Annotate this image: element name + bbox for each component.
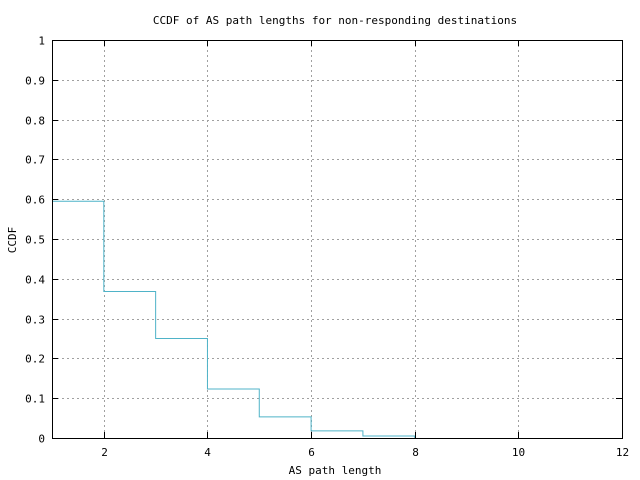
y-tick-label: 1 — [38, 35, 45, 48]
ccdf-step-line — [52, 200, 416, 438]
grid-lines — [52, 40, 622, 438]
y-tick-label: 0.8 — [25, 115, 45, 128]
tick-labels: 00.10.20.30.40.50.60.70.80.912 4 6 8 10 12 — [25, 35, 629, 460]
y-tick-label: 0.2 — [25, 353, 45, 366]
chart-title: CCDF of AS path lengths for non-respondi… — [153, 14, 517, 27]
x-tick-label: 10 — [512, 446, 525, 459]
y-tick-label: 0 — [38, 433, 45, 446]
y-tick-label: 0.9 — [25, 75, 45, 88]
x-tick-label: 2 — [101, 446, 108, 459]
axis-ticks — [52, 40, 623, 439]
x-tick-label: 6 — [308, 446, 315, 459]
x-tick-label: 12 — [616, 446, 629, 459]
y-tick-label: 0.1 — [25, 393, 45, 406]
y-tick-label: 0.6 — [25, 194, 45, 207]
x-axis-label: AS path length — [289, 464, 382, 477]
x-tick-label: 4 — [204, 446, 211, 459]
y-tick-label: 0.5 — [25, 234, 45, 247]
series-layer — [52, 200, 416, 438]
y-axis-label: CCDF — [6, 227, 19, 254]
x-tick-label: 8 — [412, 446, 419, 459]
y-tick-label: 0.7 — [25, 154, 45, 167]
y-tick-label: 0.4 — [25, 274, 45, 287]
y-tick-label: 0.3 — [25, 314, 45, 327]
